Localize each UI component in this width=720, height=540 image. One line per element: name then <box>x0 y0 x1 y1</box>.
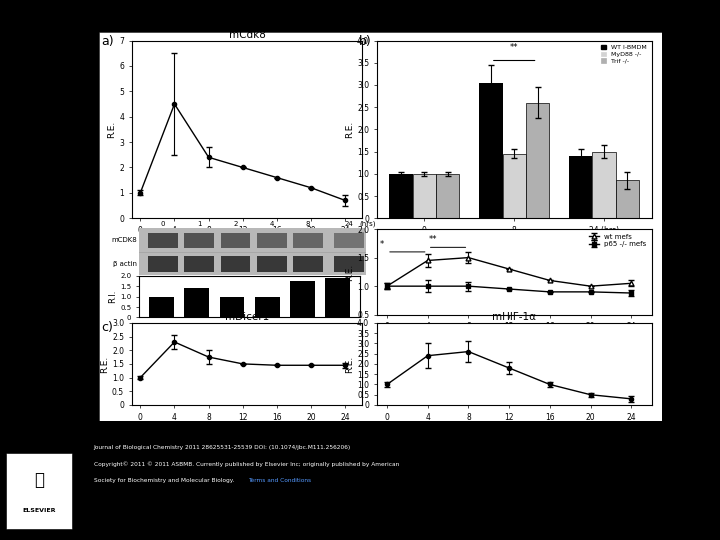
Text: **: ** <box>510 43 518 52</box>
Text: FIGURE 3: FIGURE 3 <box>328 16 392 30</box>
Bar <box>293 233 323 248</box>
Bar <box>149 296 174 318</box>
Legend: wt mefs, p65 -/- mefs: wt mefs, p65 -/- mefs <box>587 233 648 249</box>
X-axis label: (hrs): (hrs) <box>237 423 257 432</box>
Bar <box>480 83 503 218</box>
Text: 4: 4 <box>269 221 274 227</box>
Text: 🌳: 🌳 <box>35 471 45 489</box>
Bar <box>503 154 526 218</box>
Bar <box>221 233 251 248</box>
Bar <box>334 233 364 248</box>
Text: 8: 8 <box>306 221 310 227</box>
Text: 1: 1 <box>197 221 202 227</box>
Bar <box>220 296 244 318</box>
Text: **: ** <box>428 235 437 245</box>
Text: Copyright© 2011 © 2011 ASBMB. Currently published by Elsevier Inc; originally pu: Copyright© 2011 © 2011 ASBMB. Currently … <box>94 462 399 467</box>
Bar <box>569 156 593 218</box>
Bar <box>593 152 616 218</box>
Text: (hrs): (hrs) <box>359 220 376 227</box>
Bar <box>334 256 364 272</box>
Y-axis label: R.E.: R.E. <box>346 355 354 373</box>
Text: 24: 24 <box>345 221 354 227</box>
Text: b): b) <box>359 35 372 48</box>
Y-axis label: R.E.: R.E. <box>346 121 354 138</box>
Legend: WT I-BMDM, MyD88 -/-, Trif -/-: WT I-BMDM, MyD88 -/-, Trif -/- <box>600 44 649 65</box>
Bar <box>221 256 251 272</box>
Bar <box>325 278 350 318</box>
Text: ELSEVIER: ELSEVIER <box>23 508 56 513</box>
Text: Society for Biochemistry and Molecular Biology.: Society for Biochemistry and Molecular B… <box>94 478 235 483</box>
Title: mDicer1: mDicer1 <box>225 312 269 322</box>
Bar <box>257 256 287 272</box>
Bar <box>526 103 549 218</box>
Text: 0: 0 <box>161 221 165 227</box>
Y-axis label: R.E.: R.E. <box>107 121 117 138</box>
Bar <box>257 233 287 248</box>
Text: mCDK8: mCDK8 <box>111 237 137 244</box>
Text: *: * <box>379 240 384 249</box>
Text: 2: 2 <box>233 221 238 227</box>
Bar <box>184 233 214 248</box>
Text: c): c) <box>101 321 112 334</box>
Bar <box>436 174 459 218</box>
Bar <box>616 180 639 218</box>
Bar <box>148 233 178 248</box>
X-axis label: (hrs): (hrs) <box>504 333 524 342</box>
Bar <box>148 256 178 272</box>
Bar <box>390 174 413 218</box>
Y-axis label: R.E.: R.E. <box>100 355 109 373</box>
Y-axis label: R.E.: R.E. <box>346 264 354 280</box>
X-axis label: (hrs): (hrs) <box>504 423 524 432</box>
Bar <box>290 281 315 318</box>
Text: Terms and Conditions: Terms and Conditions <box>248 478 312 483</box>
Bar <box>293 256 323 272</box>
Title: mHIF-1α: mHIF-1α <box>492 312 536 322</box>
Text: β actin: β actin <box>113 261 137 267</box>
Title: mCdk8: mCdk8 <box>229 30 266 40</box>
Text: Journal of Biological Chemistry 2011 28625531-25539 DOI: (10.1074/jbc.M111.25620: Journal of Biological Chemistry 2011 286… <box>94 446 351 450</box>
Bar <box>184 256 214 272</box>
Bar <box>255 296 279 318</box>
Bar <box>184 288 209 318</box>
X-axis label: (hrs): (hrs) <box>237 237 257 245</box>
Text: a): a) <box>101 35 114 48</box>
Bar <box>413 174 436 218</box>
Y-axis label: R.I.: R.I. <box>108 290 117 303</box>
